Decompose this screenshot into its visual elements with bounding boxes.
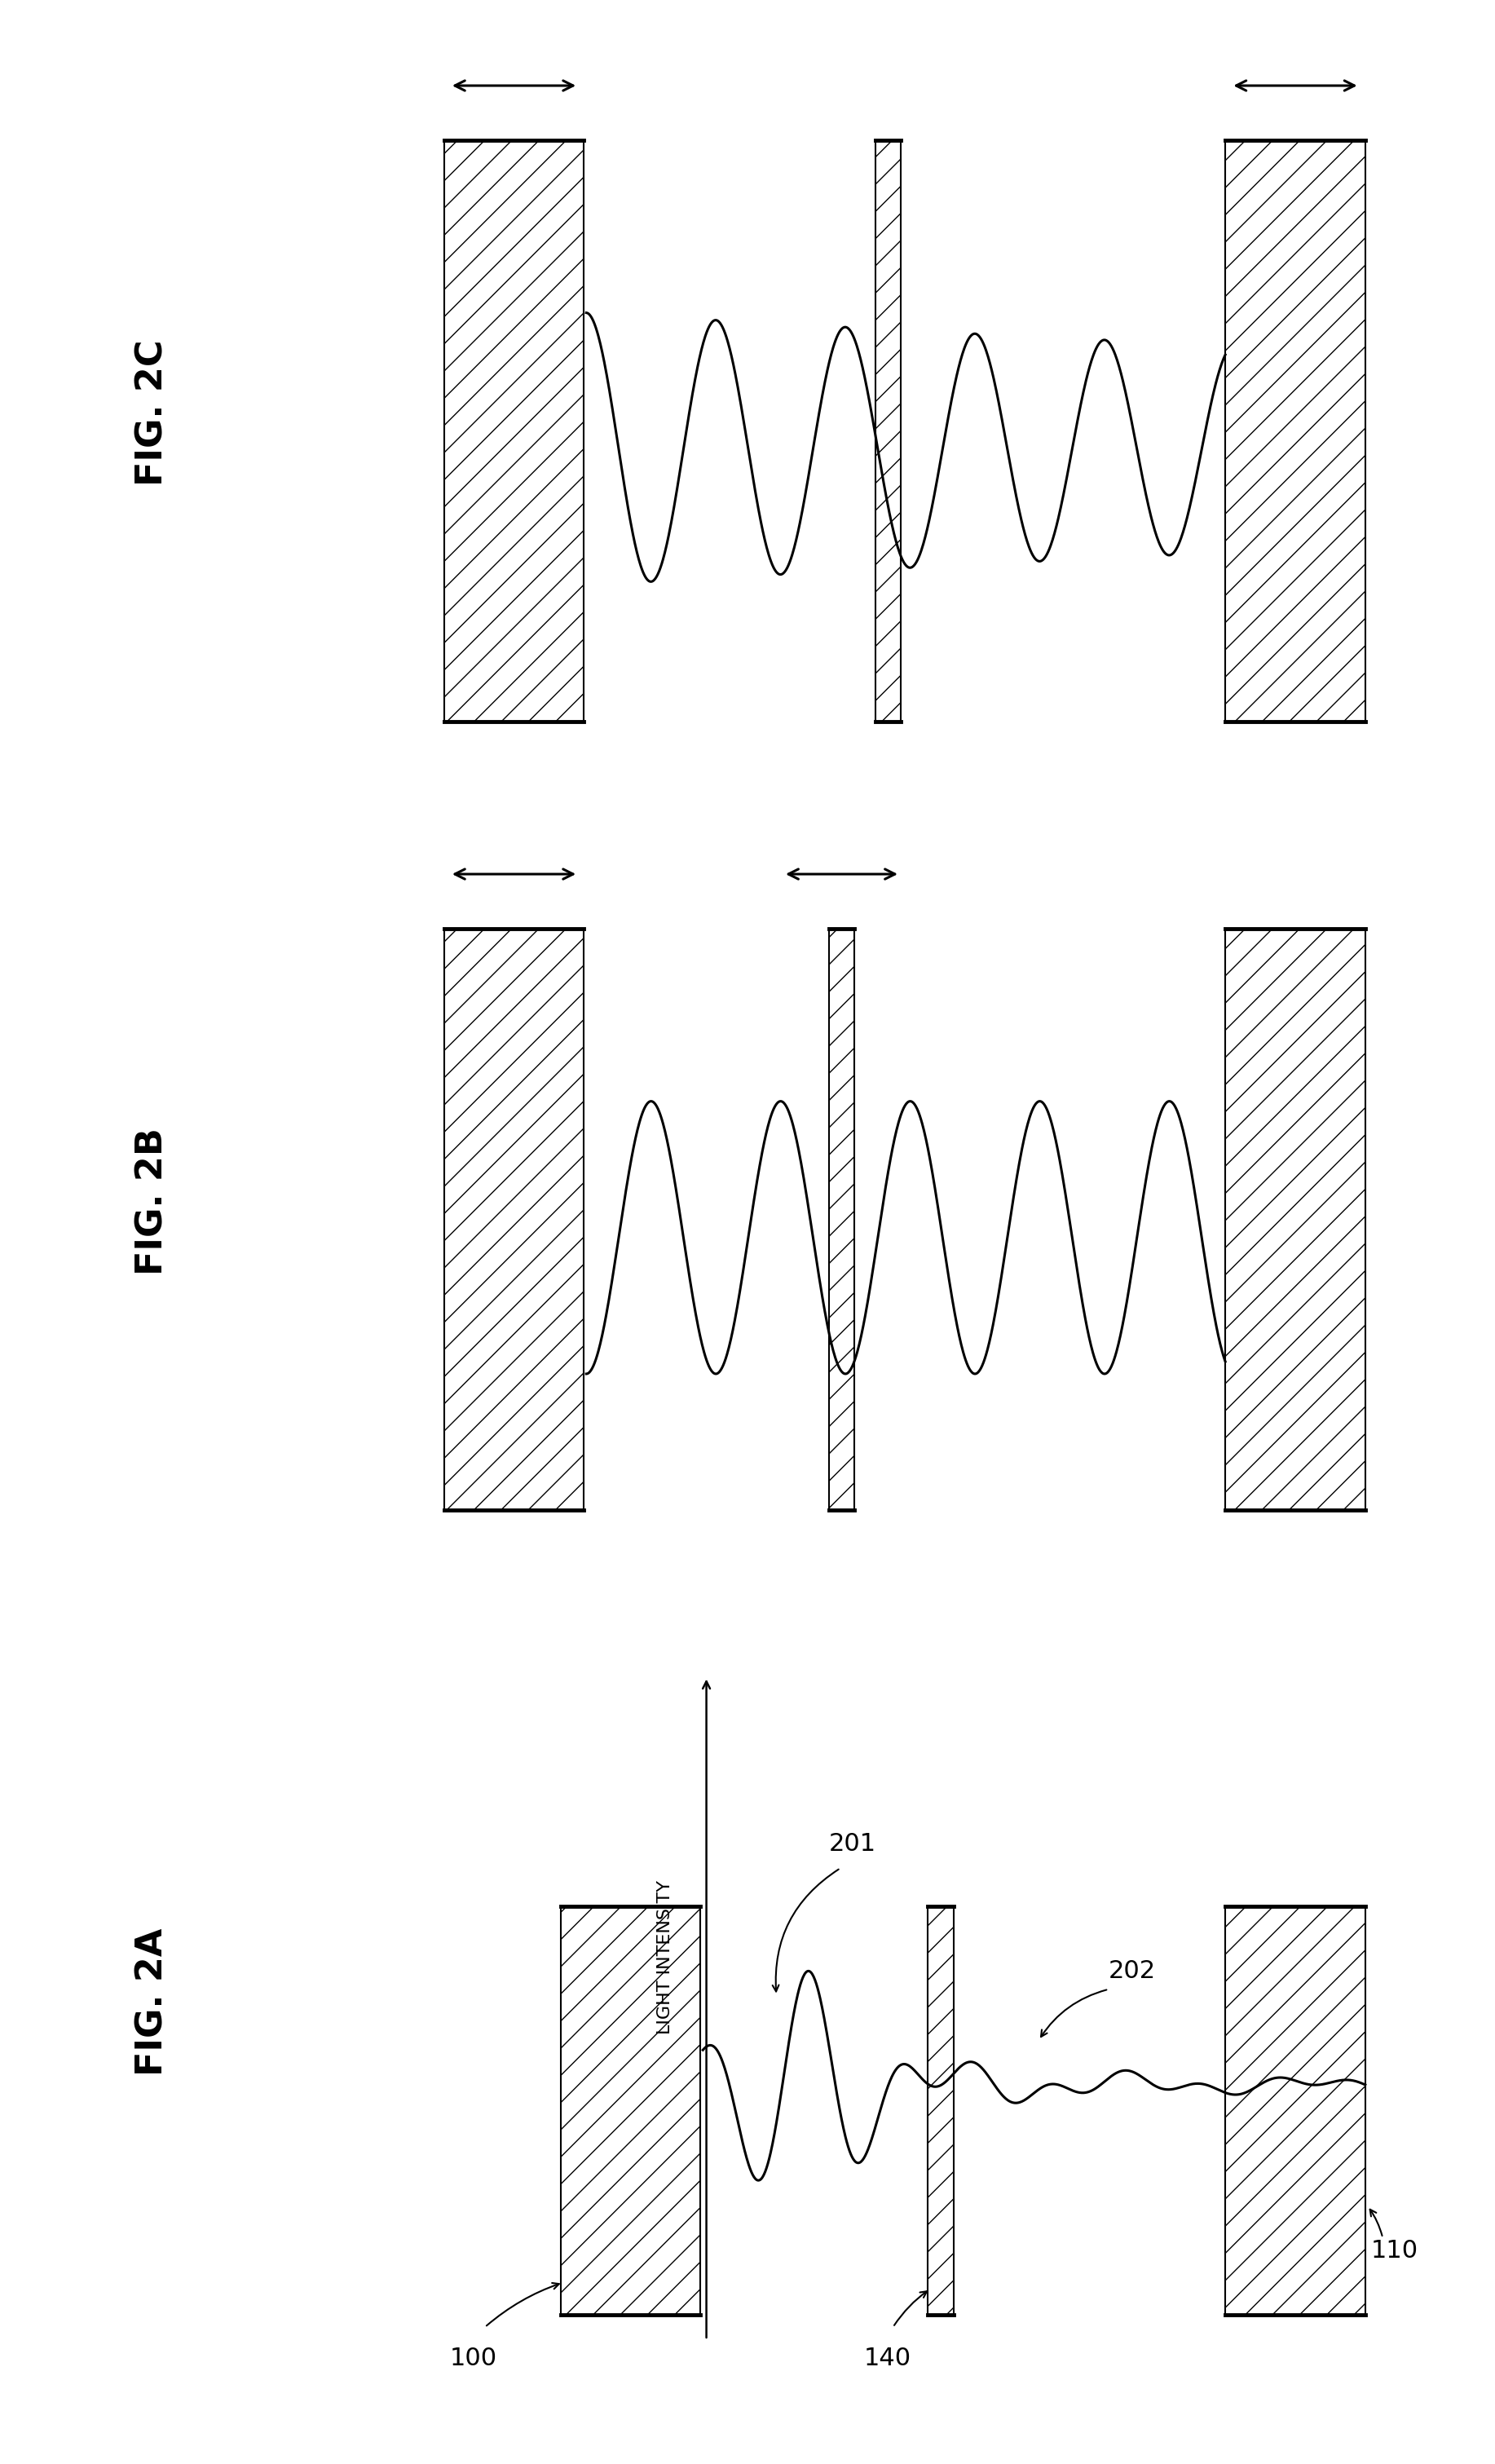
- Bar: [928, 1907, 954, 2314]
- Bar: [1226, 1907, 1365, 2314]
- Text: FIG. 2A: FIG. 2A: [135, 1927, 170, 2077]
- Text: 140: 140: [864, 2346, 910, 2370]
- Bar: [1226, 929, 1365, 1510]
- Bar: [561, 1907, 701, 2314]
- Bar: [828, 929, 855, 1510]
- Text: LIGHT INTENSITY: LIGHT INTENSITY: [658, 1880, 674, 2035]
- Text: 100: 100: [450, 2346, 498, 2370]
- Text: FIG. 2C: FIG. 2C: [135, 340, 170, 485]
- Bar: [444, 929, 585, 1510]
- Text: 202: 202: [1109, 1959, 1156, 1984]
- Text: 110: 110: [1371, 2240, 1419, 2262]
- Bar: [444, 140, 585, 722]
- Bar: [1226, 140, 1365, 722]
- Bar: [876, 140, 901, 722]
- Text: 201: 201: [828, 1831, 876, 1855]
- Text: FIG. 2B: FIG. 2B: [135, 1129, 170, 1274]
